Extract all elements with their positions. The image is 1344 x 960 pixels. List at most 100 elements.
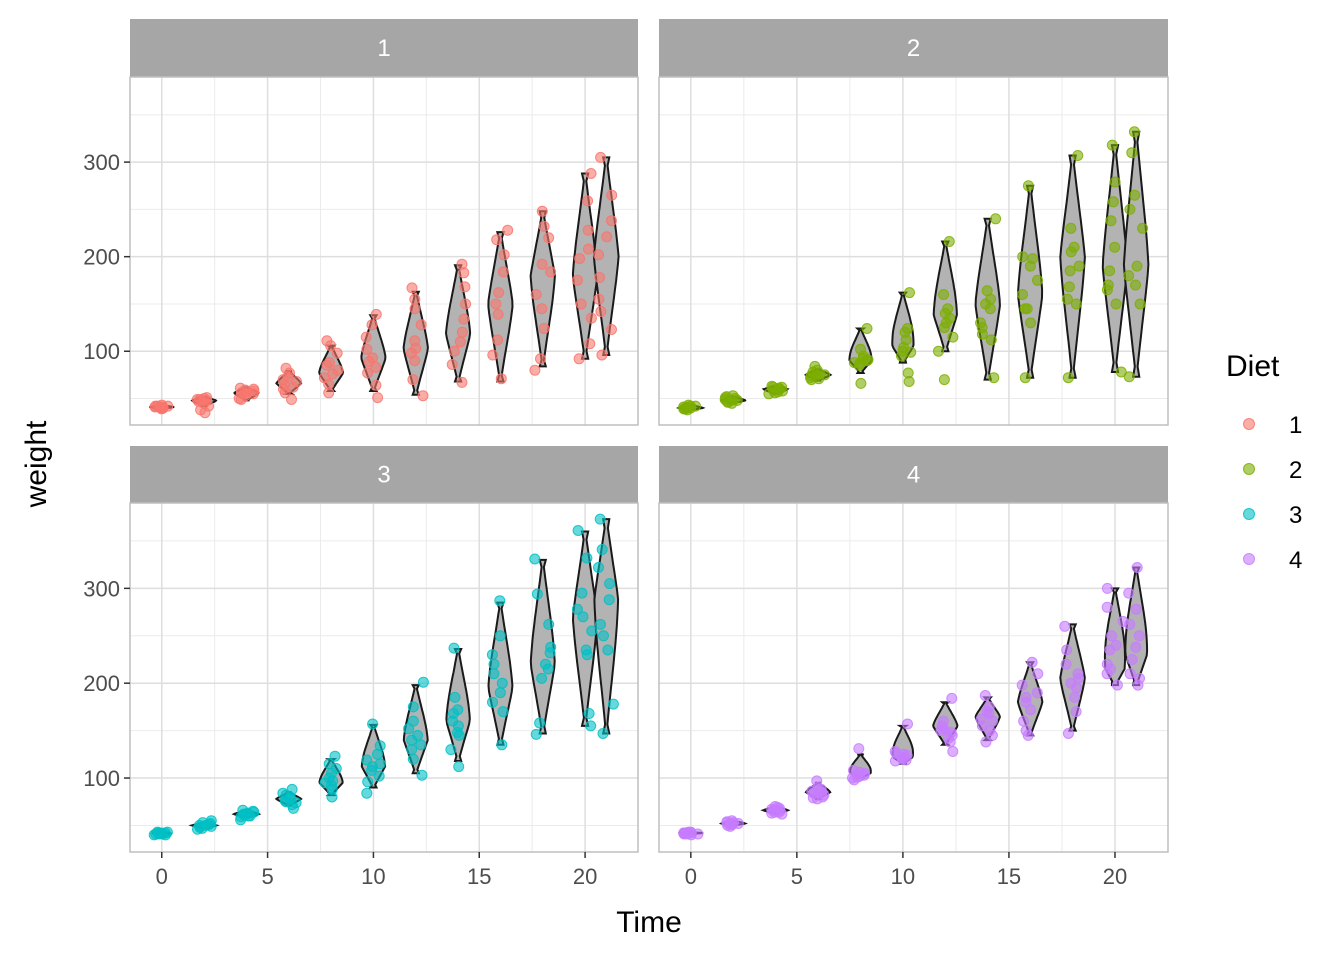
data-point: [583, 708, 595, 719]
data-point: [545, 266, 557, 278]
data-point: [1101, 601, 1113, 613]
data-point: [370, 379, 382, 391]
data-point: [453, 729, 465, 741]
data-point: [454, 336, 466, 348]
data-point: [1069, 691, 1081, 703]
data-point: [902, 367, 914, 379]
data-point: [321, 335, 333, 347]
data-point: [943, 236, 955, 247]
data-point: [938, 322, 950, 334]
data-point: [1065, 246, 1077, 258]
data-point: [487, 349, 499, 361]
data-point: [1071, 682, 1082, 694]
data-point: [1072, 150, 1084, 161]
data-point: [536, 258, 548, 270]
data-point: [598, 630, 609, 642]
data-point: [603, 594, 615, 606]
data-point: [1062, 728, 1074, 739]
data-point: [538, 323, 550, 334]
data-point: [1025, 317, 1037, 329]
data-point: [679, 403, 691, 415]
data-point: [456, 258, 468, 270]
data-point: [901, 749, 913, 761]
data-point: [543, 232, 555, 244]
data-point: [855, 377, 867, 389]
data-point: [529, 364, 541, 376]
data-point: [1123, 587, 1135, 599]
facet-strip: [130, 446, 638, 503]
data-point: [370, 361, 382, 373]
data-point: [362, 367, 374, 379]
data-point: [1124, 618, 1136, 630]
data-point: [939, 307, 951, 319]
data-point: [947, 331, 959, 343]
data-point: [370, 308, 382, 320]
data-point: [1101, 284, 1113, 296]
panel-border: [658, 502, 1169, 853]
data-point: [494, 595, 506, 607]
data-point: [1131, 562, 1143, 573]
data-point: [502, 224, 514, 236]
data-point: [1129, 189, 1141, 201]
data-point: [1020, 725, 1032, 737]
data-point: [1019, 372, 1031, 384]
x-tick-label: 5: [261, 864, 273, 889]
data-point: [460, 298, 472, 310]
data-point: [1137, 222, 1149, 234]
data-point: [459, 281, 471, 293]
facet-panels: 1 2 3 4: [129, 19, 1169, 853]
data-point: [198, 397, 210, 409]
data-point: [495, 373, 507, 385]
data-point: [763, 388, 775, 400]
data-point: [582, 195, 594, 207]
data-point: [1134, 298, 1146, 310]
data-point: [329, 750, 341, 762]
data-point: [529, 553, 541, 565]
data-point: [417, 676, 429, 688]
data-point: [488, 658, 500, 670]
data-point: [1106, 139, 1118, 151]
data-point: [242, 810, 254, 822]
violin: [593, 518, 620, 735]
data-point: [536, 303, 548, 315]
data-point: [543, 618, 555, 630]
data-point: [1105, 215, 1117, 227]
x-tick-label: 20: [573, 864, 597, 889]
data-point: [331, 347, 343, 359]
data-point: [1031, 687, 1043, 699]
data-point: [366, 319, 378, 331]
data-point: [412, 729, 424, 741]
data-point: [597, 728, 609, 739]
data-point: [976, 328, 988, 340]
data-point: [1124, 203, 1136, 215]
data-point: [1061, 644, 1073, 656]
data-point: [595, 151, 607, 163]
data-point: [456, 326, 468, 338]
data-point: [572, 525, 584, 536]
data-point: [585, 312, 597, 324]
data-point: [367, 718, 379, 730]
data-point: [1019, 303, 1031, 315]
data-point: [1060, 658, 1072, 670]
data-point: [719, 392, 731, 404]
data-point: [536, 205, 548, 217]
data-point: [415, 319, 427, 331]
data-point: [452, 720, 464, 732]
y-tick-label: 100: [83, 766, 120, 791]
legend-title: Diet: [1226, 350, 1280, 383]
data-point: [595, 306, 607, 317]
data-point: [1101, 582, 1113, 594]
x-tick-label: 15: [467, 864, 491, 889]
facet-strip-label: 2: [907, 35, 920, 62]
data-point: [409, 293, 421, 305]
data-point: [1065, 222, 1077, 234]
data-point: [490, 298, 502, 310]
data-point: [496, 677, 508, 689]
data-point: [492, 308, 504, 320]
data-point: [407, 374, 419, 386]
data-point: [679, 827, 691, 839]
data-point: [728, 817, 739, 829]
data-point: [1130, 603, 1142, 615]
data-point: [327, 775, 339, 787]
